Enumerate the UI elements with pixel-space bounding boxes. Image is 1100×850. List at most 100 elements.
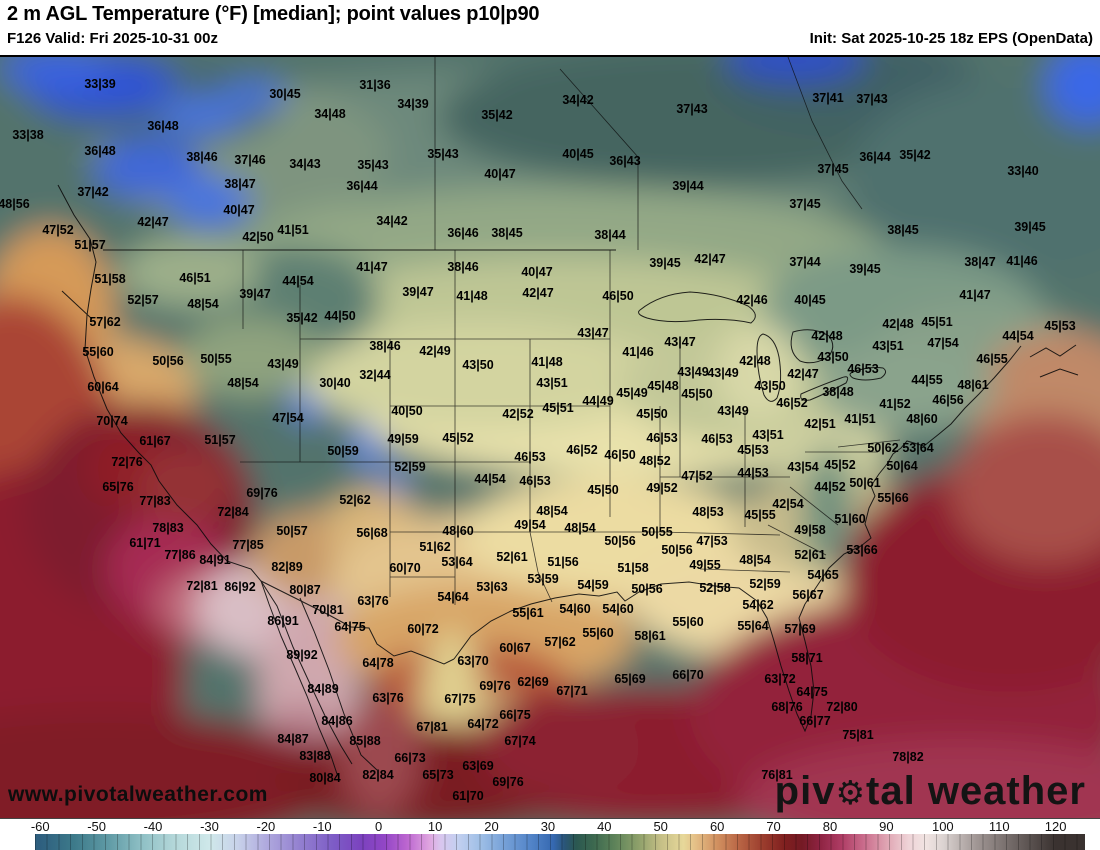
point-value-label: 67|75 [444,692,475,706]
point-value-label: 75|81 [842,728,873,742]
init-time-label: Init: Sat 2025-10-25 18z EPS (OpenData) [809,30,1093,47]
point-value-label: 42|54 [772,497,803,511]
point-value-label: 38|45 [887,223,918,237]
point-value-label: 72|76 [111,455,142,469]
point-value-label: 60|64 [87,380,118,394]
logo-text: tal weather [866,769,1086,813]
colorbar-tick-label: -30 [200,819,219,834]
point-value-label: 54|60 [559,602,590,616]
point-value-label: 54|62 [742,598,773,612]
point-value-label: 47|54 [272,411,303,425]
point-value-label: 66|75 [499,708,530,722]
point-value-label: 85|88 [349,734,380,748]
point-value-label: 72|80 [826,700,857,714]
point-value-label: 70|74 [96,414,127,428]
point-value-label: 40|47 [521,265,552,279]
point-value-label: 37|45 [789,197,820,211]
point-value-label: 66|77 [799,714,830,728]
point-value-label: 39|47 [402,285,433,299]
point-value-label: 30|40 [319,376,350,390]
point-value-label: 50|57 [276,524,307,538]
point-value-label: 58|61 [634,629,665,643]
point-value-label: 80|84 [309,771,340,785]
point-value-label: 40|47 [484,167,515,181]
temperature-field [0,57,1100,818]
point-value-label: 52|58 [699,581,730,595]
point-value-label: 49|52 [646,481,677,495]
point-value-label: 47|54 [927,336,958,350]
point-value-label: 46|53 [519,474,550,488]
point-value-label: 50|64 [886,459,917,473]
point-value-label: 43|49 [707,366,738,380]
point-value-label: 38|47 [964,255,995,269]
point-value-label: 45|53 [1044,319,1075,333]
point-value-label: 36|43 [609,154,640,168]
point-value-label: 51|60 [834,512,865,526]
point-value-label: 52|61 [496,550,527,564]
point-value-label: 58|71 [791,651,822,665]
point-value-label: 68|76 [771,700,802,714]
point-value-label: 44|50 [324,309,355,323]
point-value-label: 46|50 [602,289,633,303]
colorbar-tick-label: 90 [879,819,894,834]
point-value-label: 34|43 [289,157,320,171]
point-value-label: 48|61 [957,378,988,392]
point-value-label: 33|39 [84,77,115,91]
point-value-label: 42|47 [694,252,725,266]
point-value-label: 80|87 [289,583,320,597]
point-value-label: 63|69 [462,759,493,773]
point-value-label: 44|54 [282,274,313,288]
colorbar-tick-label: 120 [1044,819,1067,834]
point-value-label: 53|64 [902,441,933,455]
point-value-label: 38|46 [369,339,400,353]
point-value-label: 39|45 [849,262,880,276]
point-value-label: 45|55 [744,508,775,522]
point-value-label: 42|48 [882,317,913,331]
point-value-label: 46|55 [976,352,1007,366]
point-value-label: 41|52 [879,397,910,411]
point-value-label: 46|51 [179,271,210,285]
point-value-label: 69|76 [479,679,510,693]
point-value-label: 36|44 [859,150,890,164]
point-value-label: 53|66 [846,543,877,557]
point-value-label: 42|47 [522,286,553,300]
point-value-label: 44|55 [911,373,942,387]
colorbar-tick-label: -20 [256,819,276,834]
point-value-label: 50|56 [152,354,183,368]
point-value-label: 67|74 [504,734,535,748]
colorbar-tick-label: -40 [143,819,163,834]
point-value-label: 44|54 [474,472,505,486]
point-value-label: 39|44 [672,179,703,193]
point-value-label: 48|54 [536,504,567,518]
colorbar-tick-label: 10 [427,819,443,834]
point-value-label: 43|54 [787,460,818,474]
point-value-label: 45|52 [824,458,855,472]
point-value-label: 82|89 [271,560,302,574]
point-value-label: 67|71 [556,684,587,698]
point-value-labels: 33|39 30|45 31|36 34|39 34|48 35|42 33|38 36|48… [0,77,1076,803]
point-value-label: 43|47 [664,335,695,349]
point-value-label: 46|56 [932,393,963,407]
colorbar-tick-label: 40 [597,819,612,834]
point-value-label: 35|42 [899,148,930,162]
point-value-label: 46|52 [566,443,597,457]
point-value-label: 51|58 [617,561,648,575]
watermark-url: www.pivotalweather.com [8,783,268,806]
point-value-label: 45|50 [587,483,618,497]
point-value-label: 50|56 [604,534,635,548]
point-value-label: 51|62 [419,540,450,554]
point-value-label: 60|72 [407,622,438,636]
point-value-label: 84|86 [321,714,352,728]
point-value-label: 84|87 [277,732,308,746]
point-value-label: 67|81 [416,720,447,734]
point-value-label: 50|56 [661,543,692,557]
gear-icon: ⚙ [835,773,867,812]
colorbar [35,834,1085,850]
point-value-label: 47|53 [696,534,727,548]
point-value-label: 42|47 [787,367,818,381]
point-value-label: 44|49 [582,394,613,408]
point-value-label: 51|56 [547,555,578,569]
point-value-label: 30|45 [269,87,300,101]
point-value-label: 38|48 [822,385,853,399]
point-value-label: 40|45 [562,147,593,161]
